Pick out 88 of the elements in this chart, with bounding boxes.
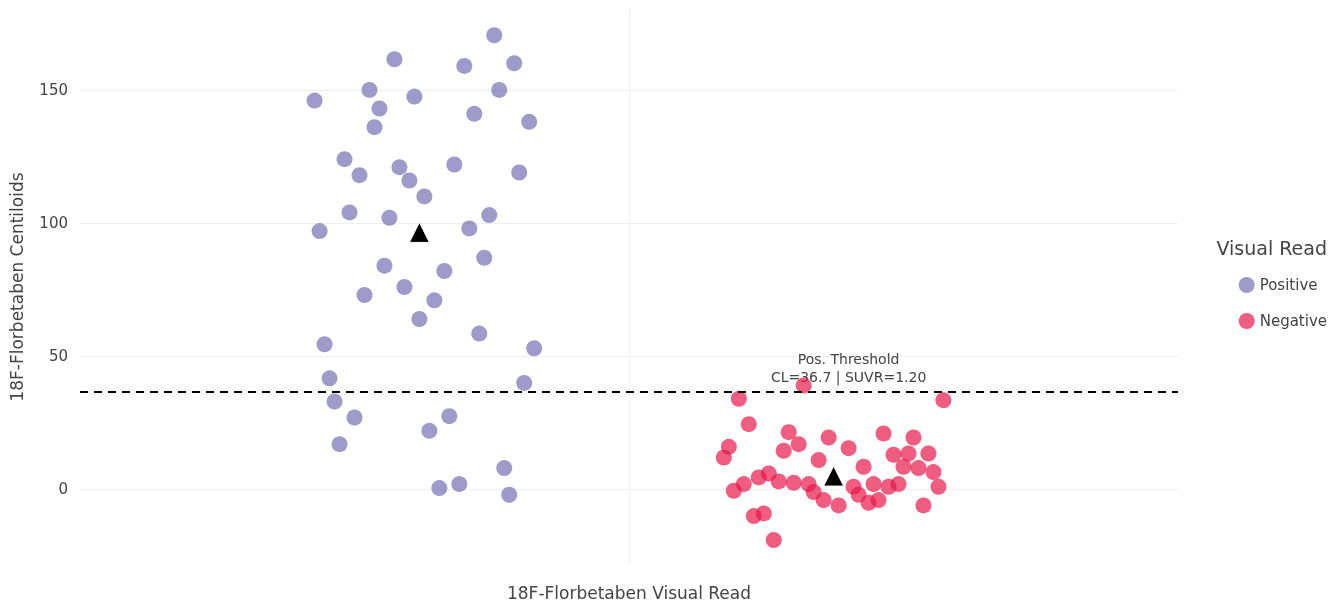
- point: [461, 220, 478, 237]
- point: [815, 492, 832, 509]
- point: [910, 460, 927, 477]
- point: [930, 478, 947, 495]
- point: [830, 497, 847, 514]
- point: [386, 51, 403, 68]
- y-tick-label: 150: [39, 80, 68, 99]
- point: [466, 105, 483, 122]
- y-tick-label: 0: [58, 480, 68, 499]
- legend-title: Visual Read: [1216, 236, 1328, 259]
- point: [381, 209, 398, 226]
- legend-label: Positive: [1259, 276, 1318, 294]
- point: [416, 188, 433, 205]
- point: [391, 159, 408, 176]
- point: [755, 505, 772, 522]
- point: [356, 286, 373, 303]
- point: [326, 393, 343, 410]
- point: [456, 57, 473, 74]
- point: [521, 113, 538, 130]
- point: [720, 438, 737, 455]
- point: [865, 476, 882, 493]
- point: [770, 473, 787, 490]
- point: [920, 445, 937, 462]
- point: [411, 310, 428, 327]
- point: [735, 476, 752, 493]
- point: [491, 81, 508, 98]
- point: [371, 100, 388, 117]
- point: [501, 486, 518, 503]
- point: [511, 164, 528, 181]
- point: [396, 279, 413, 295]
- point: [331, 436, 348, 453]
- point: [408, 221, 430, 243]
- point: [346, 409, 363, 426]
- point: [481, 207, 498, 224]
- point: [905, 429, 922, 446]
- point: [870, 492, 887, 509]
- point: [765, 532, 782, 549]
- point: [526, 340, 543, 357]
- point: [486, 27, 503, 44]
- ref-line-label: Pos. Threshold CL=36.7 | SUVR=1.20: [770, 350, 927, 386]
- point: [780, 424, 797, 441]
- point: [935, 392, 952, 409]
- point: [476, 249, 493, 266]
- point: [441, 408, 458, 425]
- point: [361, 81, 378, 98]
- point: [431, 480, 448, 497]
- point: [451, 476, 468, 493]
- point: [341, 204, 358, 221]
- point: [875, 425, 892, 442]
- point: [855, 458, 872, 475]
- point: [900, 445, 917, 462]
- y-tick-label: 100: [39, 214, 68, 233]
- legend-label: Negative: [1259, 312, 1328, 330]
- point: [810, 452, 827, 469]
- x-axis-title: 18F-Florbetaben Visual Read: [506, 582, 752, 603]
- point: [785, 474, 802, 491]
- point: [885, 446, 902, 463]
- point: [740, 416, 757, 433]
- point: [446, 156, 463, 173]
- point: [506, 55, 523, 72]
- point: [436, 263, 453, 280]
- point: [895, 458, 912, 475]
- y-tick-label: 50: [48, 347, 68, 366]
- y-axis-title: 18F-Florbetaben Centiloids: [6, 172, 27, 402]
- point: [730, 390, 747, 407]
- point: [820, 429, 837, 446]
- point: [840, 440, 857, 457]
- point: [823, 465, 845, 487]
- point: [401, 172, 418, 189]
- point: [406, 88, 423, 105]
- point: [336, 151, 353, 168]
- point: [311, 223, 328, 240]
- point: [426, 292, 443, 309]
- point: [366, 119, 383, 136]
- point: [471, 325, 488, 342]
- point: [306, 92, 323, 109]
- point: [890, 476, 907, 493]
- point: [376, 257, 393, 274]
- point: [775, 442, 792, 459]
- point: [321, 370, 338, 387]
- point: [496, 460, 513, 477]
- point: [516, 374, 533, 391]
- point: [925, 464, 942, 481]
- point: [421, 422, 438, 439]
- point: [790, 436, 807, 453]
- point: [316, 336, 333, 353]
- point: [915, 497, 932, 514]
- point: [351, 167, 368, 184]
